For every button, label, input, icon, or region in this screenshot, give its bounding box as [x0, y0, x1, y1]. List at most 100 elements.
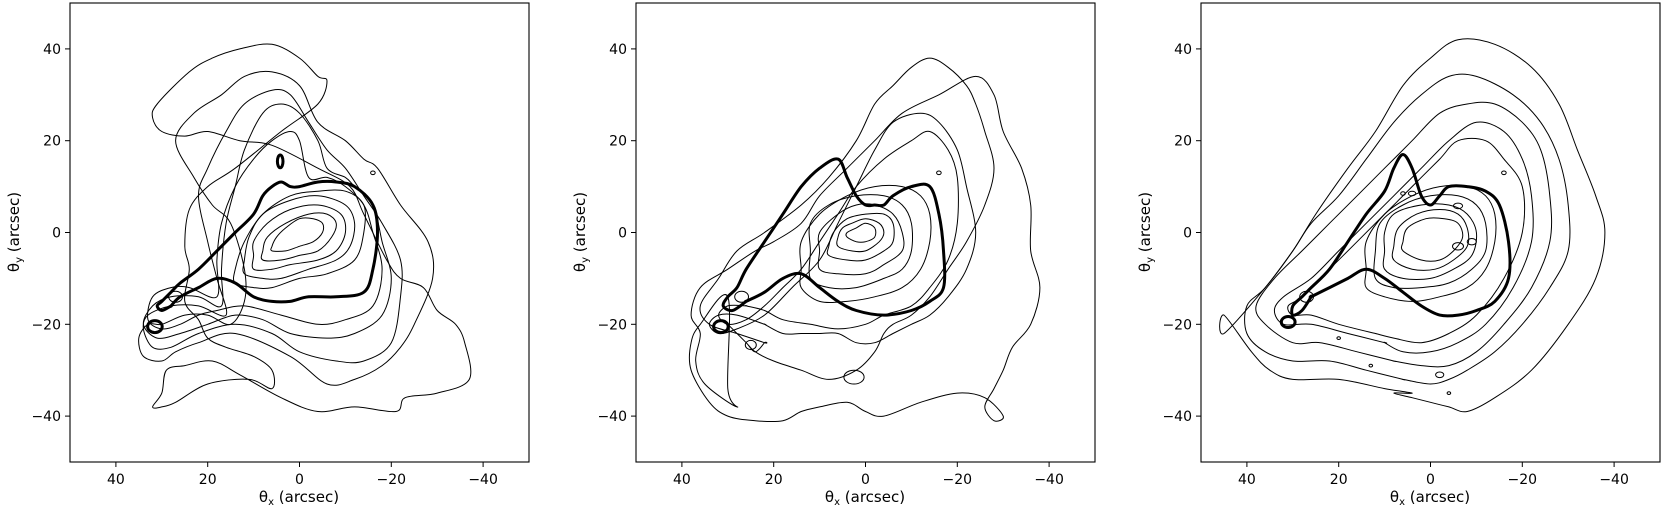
contour-level-10 — [836, 218, 885, 253]
y-tick-label: 40 — [609, 42, 627, 58]
contour-island-2 — [734, 290, 749, 303]
y-axis-label: θy (arcsec) — [571, 192, 591, 272]
contour-island-7 — [1446, 391, 1452, 396]
y-tick-label: 0 — [618, 226, 627, 242]
contour-island-9 — [1407, 190, 1417, 197]
contour-island-4 — [1336, 336, 1341, 341]
contour-island-8 — [1452, 202, 1464, 210]
contour-level-1 — [1219, 38, 1606, 413]
tick-layer: 40 20 0 −20 −40 −40 −20 0 20 40 — [31, 42, 497, 488]
x-tick-label: 20 — [765, 472, 783, 488]
y-tick-label: 0 — [52, 226, 61, 242]
contour-island-11 — [1466, 238, 1477, 246]
x-tick-label: 40 — [107, 472, 125, 488]
contour-island-1 — [1279, 315, 1297, 329]
contour-layer — [138, 43, 472, 413]
plot-frame — [69, 2, 530, 463]
contour-level-3 — [1255, 101, 1553, 368]
y-tick-label: −40 — [31, 409, 61, 425]
x-axis-label: θx (arcsec) — [1390, 488, 1470, 508]
panel-1: 40 20 0 −20 −40 −40 −20 0 20 40 θx (arcsec) θy (a… — [5, 2, 530, 508]
contour-level-10 — [1391, 209, 1470, 271]
tick-layer: 40 20 0 −20 −40 −40 −20 0 20 40 — [597, 42, 1063, 488]
contour-level-7 — [808, 194, 914, 290]
y-tick-label: 40 — [1174, 42, 1192, 58]
contour-level-9 — [1382, 203, 1478, 281]
critical-contour — [155, 179, 379, 312]
y-tick-label: −20 — [597, 317, 627, 333]
contour-island-10 — [1400, 191, 1406, 196]
x-tick-label: 20 — [1330, 472, 1348, 488]
contour-level-2 — [138, 70, 435, 386]
contour-level-3 — [142, 89, 403, 364]
x-tick-label: 20 — [199, 472, 217, 488]
x-tick-label: 0 — [1426, 472, 1435, 488]
contour-layer — [688, 57, 1041, 423]
plot-frame — [1200, 2, 1661, 463]
tick-layer: 40 20 0 −20 −40 −40 −20 0 20 40 — [1162, 42, 1628, 488]
x-tick-label: 0 — [295, 472, 304, 488]
y-axis-label: θy (arcsec) — [1136, 192, 1156, 272]
contour-level-6 — [799, 184, 932, 304]
contour-level-9 — [251, 204, 347, 271]
x-tick-label: 0 — [861, 472, 870, 488]
y-tick-label: −20 — [31, 317, 61, 333]
contour-island-6 — [1435, 371, 1445, 379]
x-tick-label: 40 — [673, 472, 691, 488]
contour-level-8 — [1373, 194, 1488, 289]
x-axis-label: θx (arcsec) — [259, 488, 339, 508]
contour-level-2 — [1244, 73, 1571, 385]
x-tick-label: −40 — [1034, 472, 1064, 488]
contour-level-4 — [1273, 121, 1534, 354]
critical-contour — [1290, 153, 1512, 318]
contour-level-7 — [1364, 184, 1497, 302]
contour-island-12 — [1452, 242, 1464, 251]
contour-level-4 — [142, 103, 392, 339]
y-tick-label: 20 — [609, 134, 627, 150]
contour-island-2 — [168, 290, 183, 303]
x-axis-label: θx (arcsec) — [825, 488, 905, 508]
contour-level-8 — [242, 195, 356, 280]
contour-level-10 — [260, 212, 337, 262]
contour-level-3 — [708, 112, 977, 345]
x-tick-label: −20 — [943, 472, 973, 488]
contour-island-3 — [275, 153, 285, 170]
contour-level-11 — [845, 222, 877, 243]
y-tick-label: 20 — [1174, 134, 1192, 150]
contour-layer — [1219, 38, 1606, 413]
contour-level-9 — [826, 212, 895, 262]
y-tick-label: 20 — [43, 134, 61, 150]
y-tick-label: −40 — [1162, 409, 1192, 425]
contour-level-5 — [1287, 137, 1526, 344]
x-tick-label: −40 — [1599, 472, 1629, 488]
plot-frame — [635, 2, 1096, 463]
x-tick-label: 40 — [1238, 472, 1256, 488]
contour-island-3 — [744, 339, 757, 351]
x-tick-label: −20 — [377, 472, 407, 488]
contour-island-2 — [1299, 290, 1314, 303]
y-tick-label: 40 — [43, 42, 61, 58]
contour-island-1 — [146, 319, 164, 335]
y-tick-label: −40 — [597, 409, 627, 425]
y-tick-label: −20 — [1162, 317, 1192, 333]
y-axis-label: θy (arcsec) — [5, 192, 25, 272]
critical-contour — [721, 157, 947, 317]
contour-level-7 — [232, 189, 367, 289]
contour-island-1 — [712, 319, 730, 335]
panel-3: 40 20 0 −20 −40 −40 −20 0 20 40 θx (arcsec) θy (a… — [1136, 2, 1661, 508]
contour-level-1 — [688, 75, 1041, 423]
contour-level-11 — [1400, 217, 1464, 262]
contour-island-4 — [843, 369, 865, 385]
contour-level-4 — [718, 130, 959, 330]
y-tick-label: 0 — [1183, 226, 1192, 242]
contour-level-1 — [151, 43, 472, 413]
contour-island-4 — [370, 170, 376, 176]
contour-island-5 — [1368, 363, 1374, 368]
x-tick-label: −40 — [468, 472, 498, 488]
contour-level-2 — [699, 57, 995, 380]
contour-island-3 — [1501, 170, 1507, 176]
contour-level-11 — [270, 217, 325, 252]
contour-level-5 — [147, 131, 383, 330]
panel-2: 40 20 0 −20 −40 −40 −20 0 20 40 θx (arcsec) θy (a… — [571, 2, 1096, 508]
